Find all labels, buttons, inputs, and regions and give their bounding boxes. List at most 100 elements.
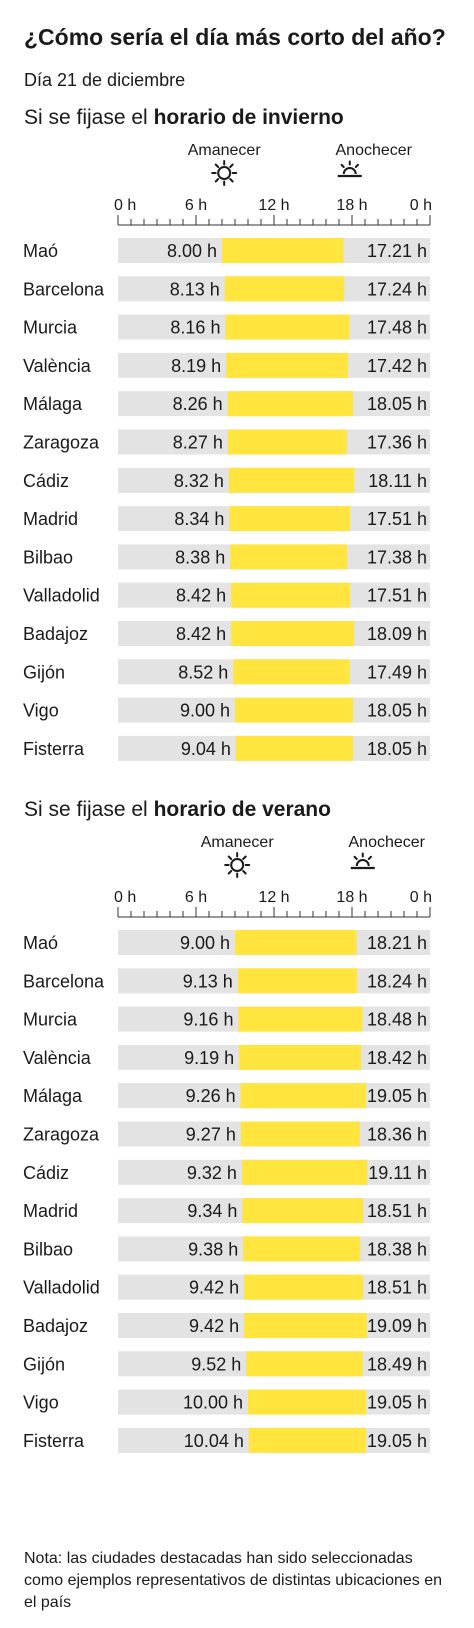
city-label: Maó <box>23 933 58 953</box>
tick-label: 12 h <box>258 197 289 214</box>
sunset-value-label: 18.51 h <box>367 1278 427 1298</box>
sun-icon <box>224 852 251 878</box>
sunset-header-label: Anochecer <box>336 142 413 159</box>
daylight-bar <box>240 1083 367 1109</box>
city-label: Zaragoza <box>23 433 100 453</box>
sunset-value-label: 17.38 h <box>367 547 427 567</box>
sunset-icon <box>337 160 362 178</box>
sunrise-value-label: 9.00 h <box>180 701 230 721</box>
sunrise-value-label: 8.34 h <box>174 509 224 529</box>
daylight-bar <box>241 1159 368 1185</box>
daylight-bar <box>227 429 347 455</box>
chart-row: Badajoz 8.42 h 18.09 h <box>23 621 430 646</box>
sunset-value-label: 18.05 h <box>367 394 427 414</box>
city-label: Badajoz <box>23 624 88 644</box>
daylight-bar <box>235 697 354 723</box>
sunset-value-label: 17.51 h <box>367 509 427 529</box>
city-label: Vigo <box>23 701 59 721</box>
tick-label: 6 h <box>185 889 207 906</box>
sunrise-value-label: 8.42 h <box>176 586 226 606</box>
city-label: València <box>23 1048 92 1068</box>
chart-row: Barcelona 8.13 h 17.24 h <box>23 276 430 302</box>
daylight-bar <box>239 1044 362 1070</box>
sunset-value-label: 18.05 h <box>367 701 427 721</box>
chart-row: Gijón 9.52 h 18.49 h <box>23 1351 430 1377</box>
chart-row: València 9.19 h 18.42 h <box>23 1044 430 1070</box>
sunrise-value-label: 8.19 h <box>171 356 221 376</box>
daylight-bar <box>248 1389 367 1415</box>
sunset-value-label: 17.24 h <box>367 279 427 299</box>
sunrise-value-label: 9.27 h <box>186 1125 236 1145</box>
sunrise-value-label: 8.42 h <box>176 624 226 644</box>
sunset-value-label: 17.42 h <box>367 356 427 376</box>
chart-row: Maó 9.00 h 18.21 h <box>23 930 430 955</box>
chart-row: Bilbao 8.38 h 17.38 h <box>23 544 430 570</box>
city-label: Bilbao <box>23 1239 73 1259</box>
daylight-bar <box>244 1313 367 1338</box>
chart-row: Fisterra 9.04 h 18.05 h <box>23 735 430 761</box>
chart-row: Badajoz 9.42 h 19.09 h <box>23 1313 430 1338</box>
sunrise-value-label: 10.04 h <box>184 1431 244 1451</box>
city-label: Fisterra <box>23 739 85 759</box>
chart-row: Zaragoza 9.27 h 18.36 h <box>23 1121 430 1147</box>
sunrise-value-label: 8.27 h <box>173 433 223 453</box>
sunrise-value-label: 8.13 h <box>170 279 220 299</box>
sunset-value-label: 18.42 h <box>367 1048 427 1068</box>
sunrise-value-label: 9.13 h <box>183 971 233 991</box>
sunset-header-label: Anochecer <box>349 834 426 851</box>
chart-row: Bilbao 9.38 h 18.38 h <box>23 1236 430 1262</box>
daylight-bar <box>240 1121 360 1147</box>
sunset-value-label: 18.11 h <box>368 471 427 491</box>
city-label: Málaga <box>23 394 83 414</box>
sunset-value-label: 19.05 h <box>367 1431 427 1451</box>
daylight-bar <box>227 391 354 417</box>
sunrise-value-label: 9.52 h <box>191 1354 241 1374</box>
tick-label: 0 h <box>114 197 136 214</box>
chart-row: Valladolid 9.42 h 18.51 h <box>23 1274 430 1300</box>
daylight-bar <box>244 1274 364 1300</box>
chart-row: Zaragoza 8.27 h 17.36 h <box>23 429 430 455</box>
city-label: Málaga <box>23 1086 83 1106</box>
sunset-value-label: 18.09 h <box>367 624 427 644</box>
city-label: Cádiz <box>23 471 69 491</box>
daylight-bar <box>248 1427 367 1453</box>
sunset-value-label: 18.36 h <box>367 1125 427 1145</box>
chart-row: València 8.19 h 17.42 h <box>23 352 430 378</box>
sun-icon <box>211 160 238 186</box>
chart-row: Maó 8.00 h 17.21 h <box>23 238 430 263</box>
city-label: Bilbao <box>23 547 73 567</box>
sunset-value-label: 17.36 h <box>367 433 427 453</box>
sunset-value-label: 19.09 h <box>367 1316 427 1336</box>
chart-row: Málaga 9.26 h 19.05 h <box>23 1083 430 1109</box>
chart-row: Cádiz 8.32 h 18.11 h <box>23 467 430 493</box>
city-label: Barcelona <box>23 971 105 991</box>
daylight-bar <box>242 1198 364 1224</box>
daylight-bar <box>231 621 354 646</box>
summer-chart: 0 h 6 h 12 h 18 h 0 h Amanecer Anochecer Maó 9.0… <box>23 834 432 1453</box>
sunrise-value-label: 9.32 h <box>187 1163 237 1183</box>
sunrise-value-label: 9.42 h <box>189 1316 239 1336</box>
city-label: Murcia <box>23 318 78 338</box>
daylight-bar <box>222 238 344 263</box>
daylight-bar <box>228 467 355 493</box>
daylight-bar <box>226 352 349 378</box>
chart-row: Murcia 9.16 h 18.48 h <box>23 1006 430 1032</box>
sunrise-header-label: Amanecer <box>188 142 262 159</box>
sunset-value-label: 17.49 h <box>367 662 427 682</box>
winter-section-title: Si se fijase el horario de invierno <box>24 106 344 130</box>
city-label: Gijón <box>23 662 65 682</box>
city-label: Valladolid <box>23 586 100 606</box>
chart-row: Gijón 8.52 h 17.49 h <box>23 659 430 685</box>
page-title: ¿Cómo sería el día más corto del año? <box>24 24 446 50</box>
sunrise-value-label: 8.32 h <box>174 471 224 491</box>
sunrise-header-label: Amanecer <box>201 834 275 851</box>
chart-row: Valladolid 8.42 h 17.51 h <box>23 582 430 608</box>
sunrise-value-label: 8.26 h <box>173 394 223 414</box>
daylight-bar <box>243 1236 361 1262</box>
sunrise-value-label: 8.38 h <box>175 547 225 567</box>
daylight-bar <box>237 968 358 994</box>
city-label: Fisterra <box>23 1431 85 1451</box>
city-label: Barcelona <box>23 279 105 299</box>
sunrise-value-label: 9.26 h <box>186 1086 236 1106</box>
sunrise-value-label: 8.16 h <box>170 318 220 338</box>
